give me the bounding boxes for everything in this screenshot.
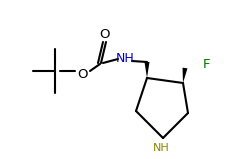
Text: NH: NH — [116, 52, 134, 65]
Text: NH: NH — [153, 143, 169, 153]
Polygon shape — [182, 68, 187, 83]
Polygon shape — [144, 62, 149, 78]
Text: O: O — [77, 68, 87, 80]
Text: F: F — [203, 58, 211, 70]
Text: O: O — [100, 28, 110, 41]
